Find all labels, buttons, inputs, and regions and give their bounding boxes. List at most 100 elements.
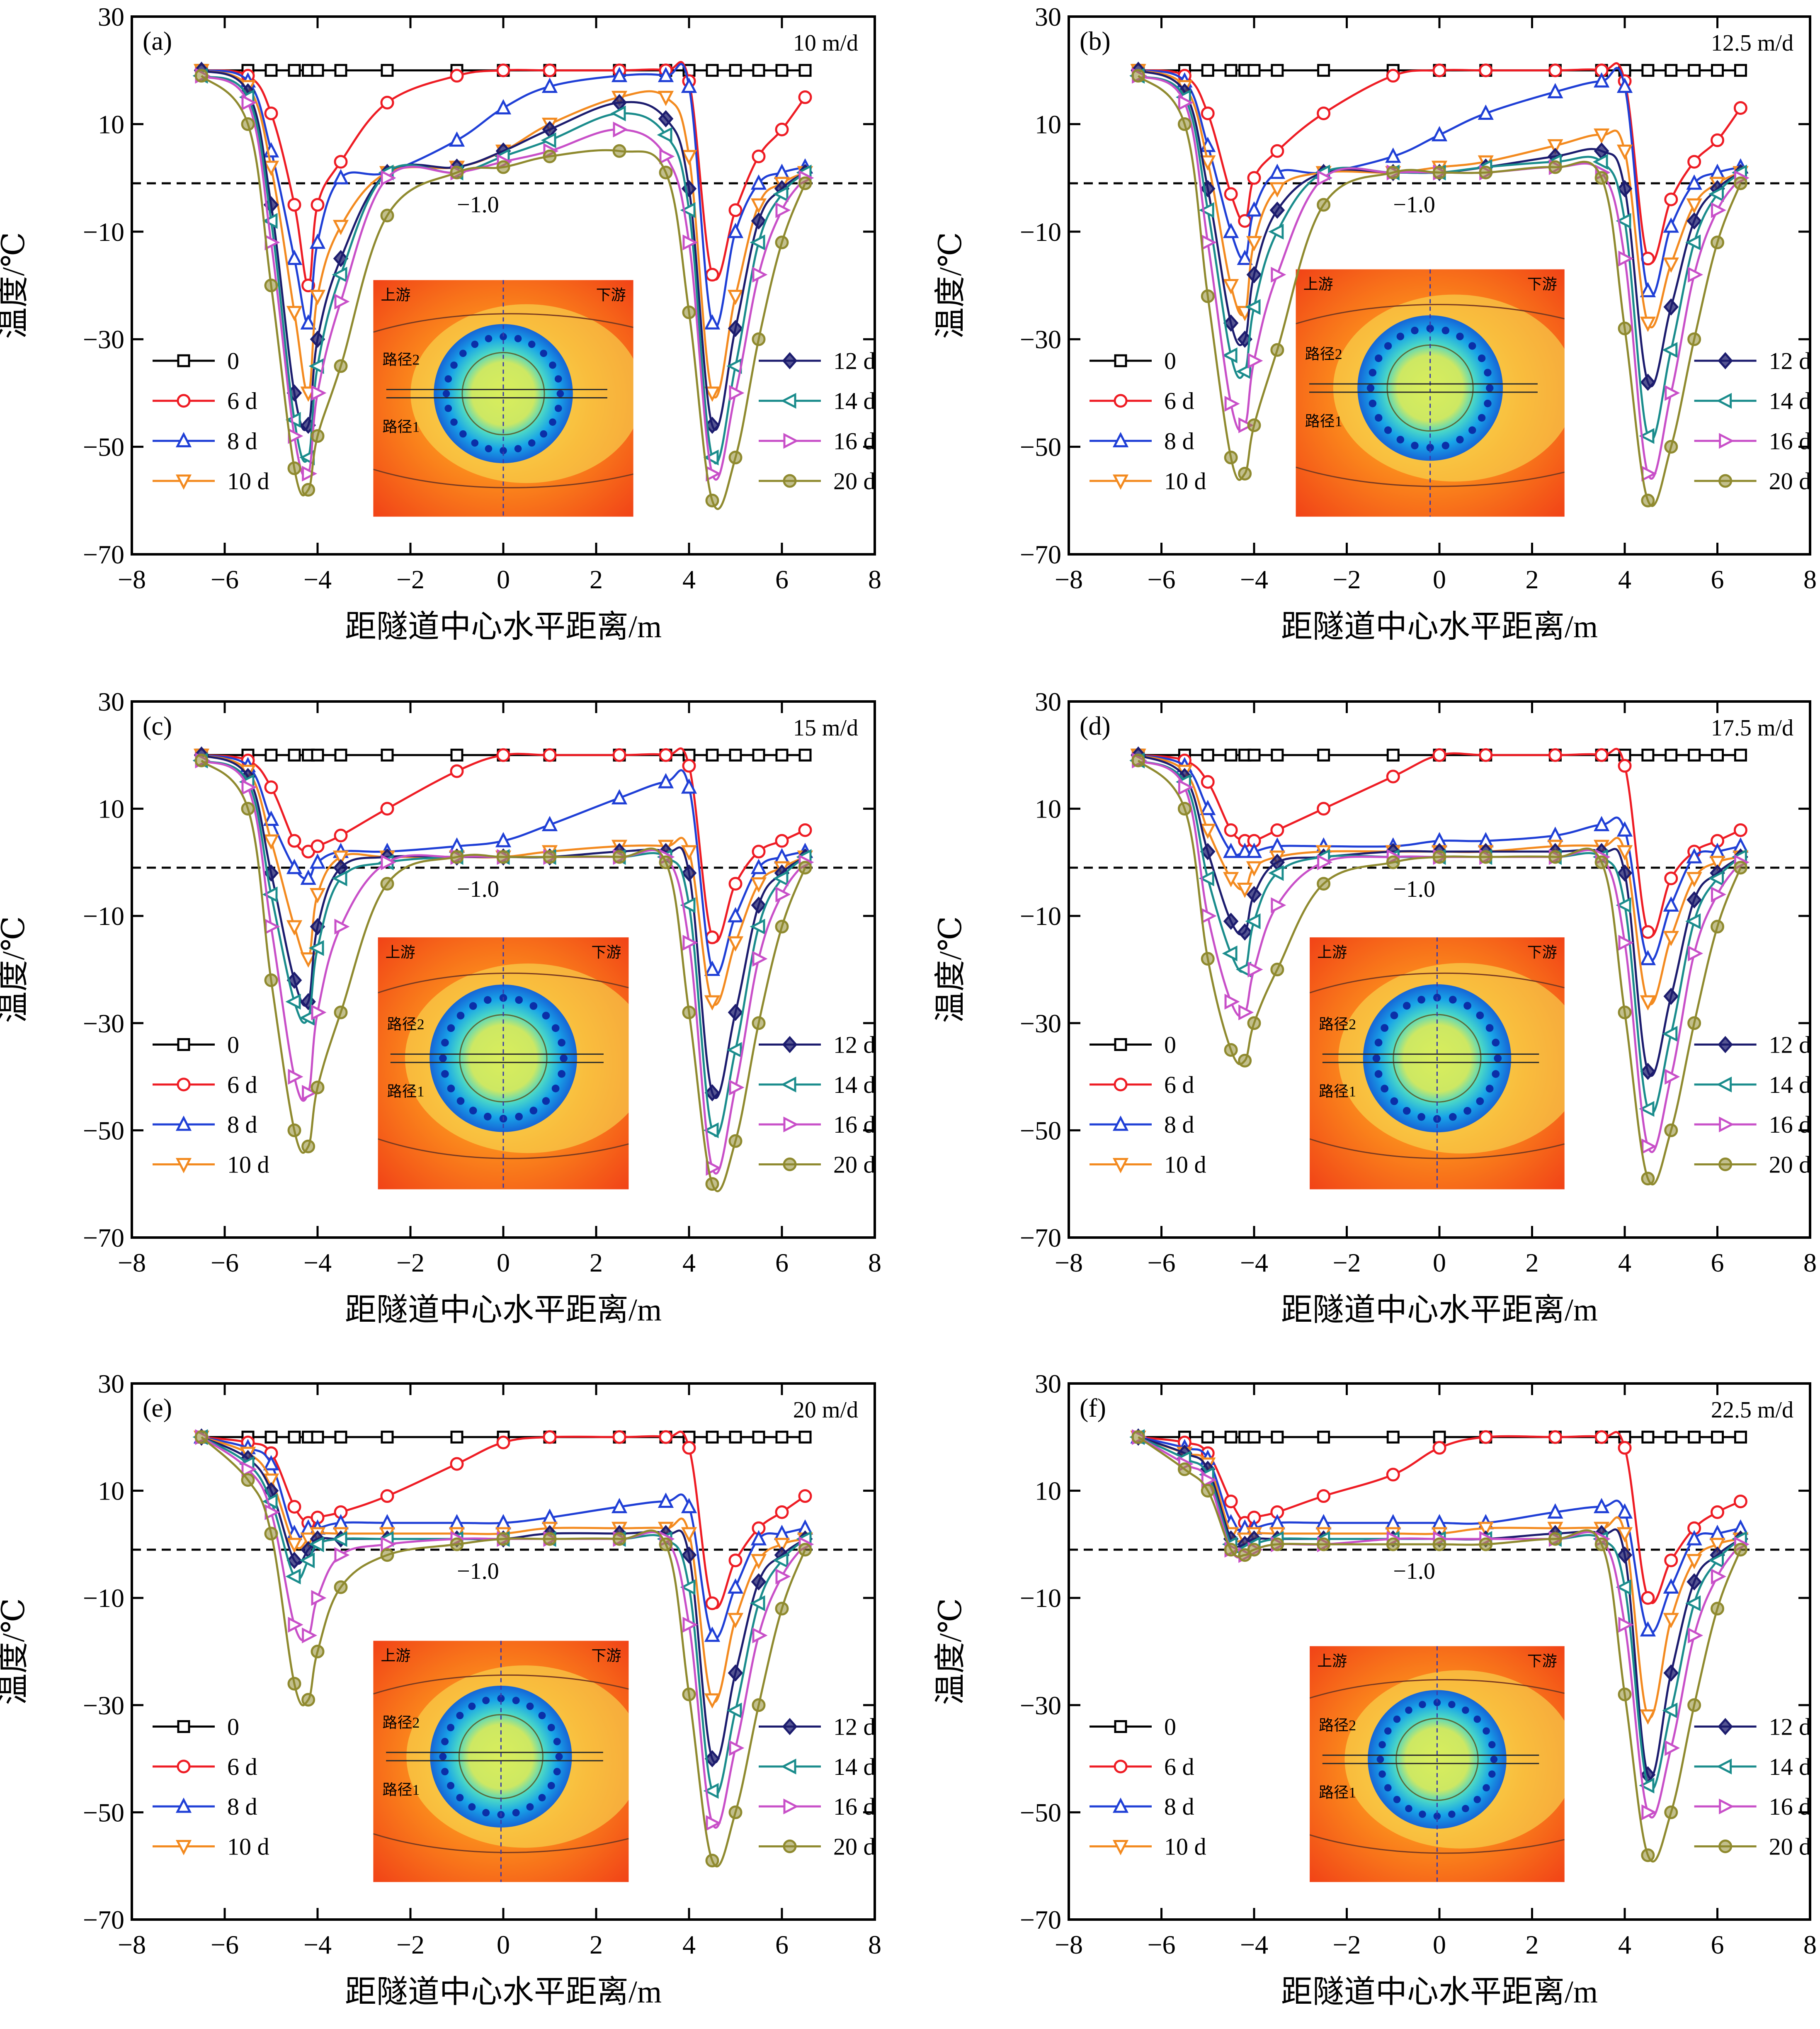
inset-freeze-pipe (1492, 1070, 1500, 1078)
inset-streamline (1296, 304, 1565, 325)
data-point (450, 69, 464, 83)
inset-freeze-pipe (1417, 1113, 1425, 1121)
data-point (1665, 385, 1680, 401)
data-point (1247, 1430, 1261, 1444)
data-point (1271, 897, 1286, 913)
data-point (1247, 748, 1261, 762)
inset-path-1-label: 路径1 (1319, 1784, 1356, 1801)
inset-path-2-label: 路径2 (387, 1016, 425, 1033)
data-point (1665, 64, 1678, 77)
velocity-label: 22.5 m/d (1711, 1397, 1793, 1423)
data-point (286, 859, 303, 874)
legend-label: 14 d (833, 1071, 876, 1098)
data-point (381, 854, 396, 871)
data-point (287, 198, 301, 212)
data-point (287, 1500, 301, 1514)
data-point (1686, 198, 1702, 214)
data-point (1616, 1503, 1633, 1519)
data-point (1594, 855, 1609, 869)
data-point (611, 789, 628, 805)
data-point (727, 289, 744, 305)
inset-freeze-pipe (529, 1002, 538, 1010)
x-tick-label: −2 (1332, 565, 1361, 594)
inset-freeze-pipe (553, 1738, 561, 1745)
data-point (1237, 923, 1252, 941)
data-point (751, 896, 767, 914)
reference-line-label: −1.0 (457, 876, 499, 902)
legend-marker (177, 1760, 191, 1774)
inset-freeze-pipe (459, 430, 467, 438)
y-tick-label: −50 (1020, 432, 1061, 462)
legend-marker (783, 474, 797, 488)
x-tick-label: −4 (1240, 1930, 1268, 1959)
data-point (263, 1455, 279, 1471)
x-tick-label: 2 (590, 565, 603, 594)
data-point (264, 1527, 278, 1541)
data-point (301, 1693, 315, 1707)
data-point (380, 96, 394, 110)
y-tick-label: 10 (1035, 794, 1061, 824)
data-point (659, 1430, 673, 1444)
legend-label: 6 d (227, 388, 257, 415)
data-point (1245, 299, 1261, 315)
panel-label: (a) (143, 26, 172, 56)
legend-marker (1719, 1116, 1735, 1133)
inset-freeze-pipe (468, 1702, 476, 1710)
data-point (1200, 843, 1216, 860)
data-point (264, 279, 278, 292)
legend-marker (1718, 352, 1733, 369)
data-point (610, 105, 626, 121)
data-point (1199, 202, 1214, 218)
inset-freeze-pipe (456, 1794, 464, 1801)
data-point (334, 918, 350, 935)
data-point (1687, 155, 1701, 169)
data-point (1709, 856, 1725, 871)
x-tick-label: 2 (1526, 1248, 1539, 1277)
legend-label: 16 d (1769, 1111, 1811, 1138)
data-point (1200, 800, 1216, 815)
inset-freeze-pipe (549, 361, 556, 369)
data-point (302, 1627, 318, 1643)
data-point (1640, 995, 1656, 1011)
inset-freeze-pipe (450, 418, 458, 426)
data-point (241, 1473, 255, 1487)
x-tick-label: −6 (211, 1930, 239, 1959)
data-point (681, 778, 697, 794)
data-point (1224, 1430, 1238, 1444)
data-point (1641, 1430, 1655, 1444)
data-point (1592, 154, 1608, 170)
inset-freeze-pipe (1374, 1039, 1383, 1047)
legend-marker (1112, 1840, 1129, 1855)
data-point (450, 165, 464, 180)
data-point (1270, 144, 1284, 158)
legend-marker (175, 1115, 192, 1131)
data-point (1131, 69, 1145, 83)
data-point (1548, 63, 1562, 78)
inset-downstream-label: 下游 (1527, 1653, 1557, 1670)
data-point (773, 186, 789, 202)
data-point (1688, 267, 1704, 283)
data-point (1247, 1543, 1261, 1557)
inset-path-1-label: 路径1 (382, 418, 420, 435)
data-point (1594, 72, 1610, 88)
data-point (752, 951, 768, 967)
x-tick-label: 4 (682, 1248, 696, 1277)
data-point (682, 1687, 696, 1701)
data-point (288, 748, 301, 762)
data-point (1270, 343, 1284, 357)
legend-marker (1114, 1078, 1128, 1092)
data-point (1270, 1537, 1284, 1551)
legend-label: 16 d (833, 1111, 876, 1138)
data-point (1238, 466, 1252, 481)
data-point (302, 1085, 318, 1101)
inset-freeze-pipe (1476, 1097, 1484, 1105)
data-point (310, 330, 325, 348)
y-tick-label: −30 (1020, 1009, 1061, 1038)
y-tick-label: −50 (83, 1116, 124, 1145)
data-point (1224, 748, 1238, 762)
inset-path-2-label: 路径2 (1319, 1016, 1356, 1033)
data-point (543, 149, 557, 163)
inset-freeze-pipe (1486, 384, 1494, 392)
x-tick-label: −6 (1147, 1930, 1175, 1959)
data-point (798, 1543, 812, 1557)
